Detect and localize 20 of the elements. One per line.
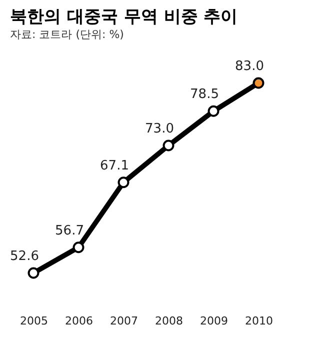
data-label: 56.7: [55, 223, 84, 238]
data-label: 78.5: [190, 87, 219, 102]
data-label: 73.0: [145, 122, 174, 136]
x-tick-label: 2007: [110, 314, 138, 328]
x-tick-label: 2009: [200, 314, 228, 328]
point: [118, 176, 130, 188]
data-label: 67.1: [100, 158, 129, 174]
x-tick-label: 2005: [20, 314, 48, 328]
chart-title: 북한의 대중국 무역 비중 추이: [10, 7, 238, 27]
point: [28, 267, 40, 279]
data-label: 83.0: [235, 59, 264, 74]
data-label: 52.6: [10, 249, 39, 264]
point: [252, 77, 264, 89]
x-tick-label: 2010: [245, 314, 273, 328]
point: [162, 140, 174, 152]
chart-subtitle: 자료: 코트라 (단위: %): [10, 28, 124, 41]
x-tick-label: 2006: [65, 314, 93, 328]
point: [208, 105, 220, 117]
point: [72, 242, 84, 254]
x-tick-label: 2008: [155, 314, 183, 328]
